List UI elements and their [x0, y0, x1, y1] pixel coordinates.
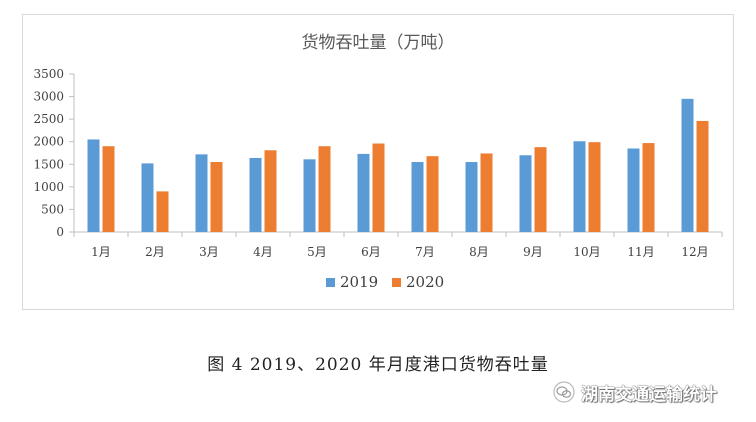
legend-swatch-2019: [326, 278, 335, 287]
bar-2019-5月: [303, 159, 316, 232]
bar-2020-1月: [102, 146, 115, 232]
y-tick-label: 3000: [33, 90, 64, 104]
y-tick-label: 1500: [33, 157, 64, 171]
y-tick-label: 3500: [33, 67, 64, 81]
x-tick-label: 6月: [361, 245, 381, 259]
x-tick-label: 12月: [681, 245, 708, 259]
bar-2019-4月: [249, 157, 262, 232]
y-tick-label: 0: [56, 225, 64, 239]
x-tick-label: 4月: [253, 245, 273, 259]
bar-2019-9月: [519, 155, 532, 232]
bar-2019-3月: [195, 154, 208, 232]
bar-2020-2月: [156, 191, 169, 232]
bar-2020-10月: [588, 142, 601, 232]
wechat-icon: [553, 381, 575, 403]
watermark-text: 湖南交通运输统计: [581, 384, 717, 405]
bar-2019-1月: [87, 139, 100, 232]
legend-swatch-2020: [392, 278, 401, 287]
bar-2020-3月: [210, 162, 223, 232]
x-tick-label: 2月: [145, 245, 165, 259]
legend-label-2020: 2020: [406, 273, 444, 291]
bar-2019-12月: [681, 98, 694, 232]
x-tick-label: 7月: [415, 245, 435, 259]
bar-2020-6月: [372, 143, 385, 232]
legend-label-2019: 2019: [340, 273, 378, 291]
bar-2020-9月: [534, 147, 547, 232]
x-tick-label: 10月: [573, 245, 600, 259]
x-tick-label: 11月: [627, 245, 654, 259]
legend: 2019 2020: [326, 273, 444, 291]
bar-2019-10月: [573, 141, 586, 232]
figure-caption: 图 4 2019、2020 年月度港口货物吞吐量: [207, 355, 549, 375]
x-axis: 1月 2月 3月 4月 5月 6月 7月 8月 9月 10月 11月 12月: [73, 231, 723, 259]
bar-2019-11月: [627, 148, 640, 232]
x-tick-label: 3月: [199, 245, 219, 259]
x-tick-label: 1月: [91, 245, 111, 259]
x-tick-label: 9月: [523, 245, 543, 259]
bar-2020-4月: [264, 150, 277, 232]
bar-2019-2月: [141, 163, 154, 232]
y-tick-label: 500: [41, 202, 64, 216]
bar-2020-7月: [426, 156, 439, 232]
bar-2020-5月: [318, 146, 331, 232]
bars: [87, 98, 709, 232]
y-axis: 0 500 1000 1500 2000 2500 3000 3500: [33, 67, 75, 239]
y-tick-label: 2000: [33, 135, 64, 149]
x-tick-label: 5月: [307, 245, 327, 259]
chart-title: 货物吞吐量（万吨）: [302, 33, 455, 53]
bar-2019-6月: [357, 153, 370, 232]
watermark: 湖南交通运输统计: [553, 380, 717, 405]
bar-2019-8月: [465, 162, 478, 232]
x-tick-label: 8月: [469, 245, 489, 259]
bar-2020-12月: [696, 120, 709, 232]
y-tick-label: 1000: [33, 180, 64, 194]
y-tick-label: 2500: [33, 112, 64, 126]
bar-2020-11月: [642, 143, 655, 232]
bar-2019-7月: [411, 162, 424, 232]
bar-2020-8月: [480, 153, 493, 232]
